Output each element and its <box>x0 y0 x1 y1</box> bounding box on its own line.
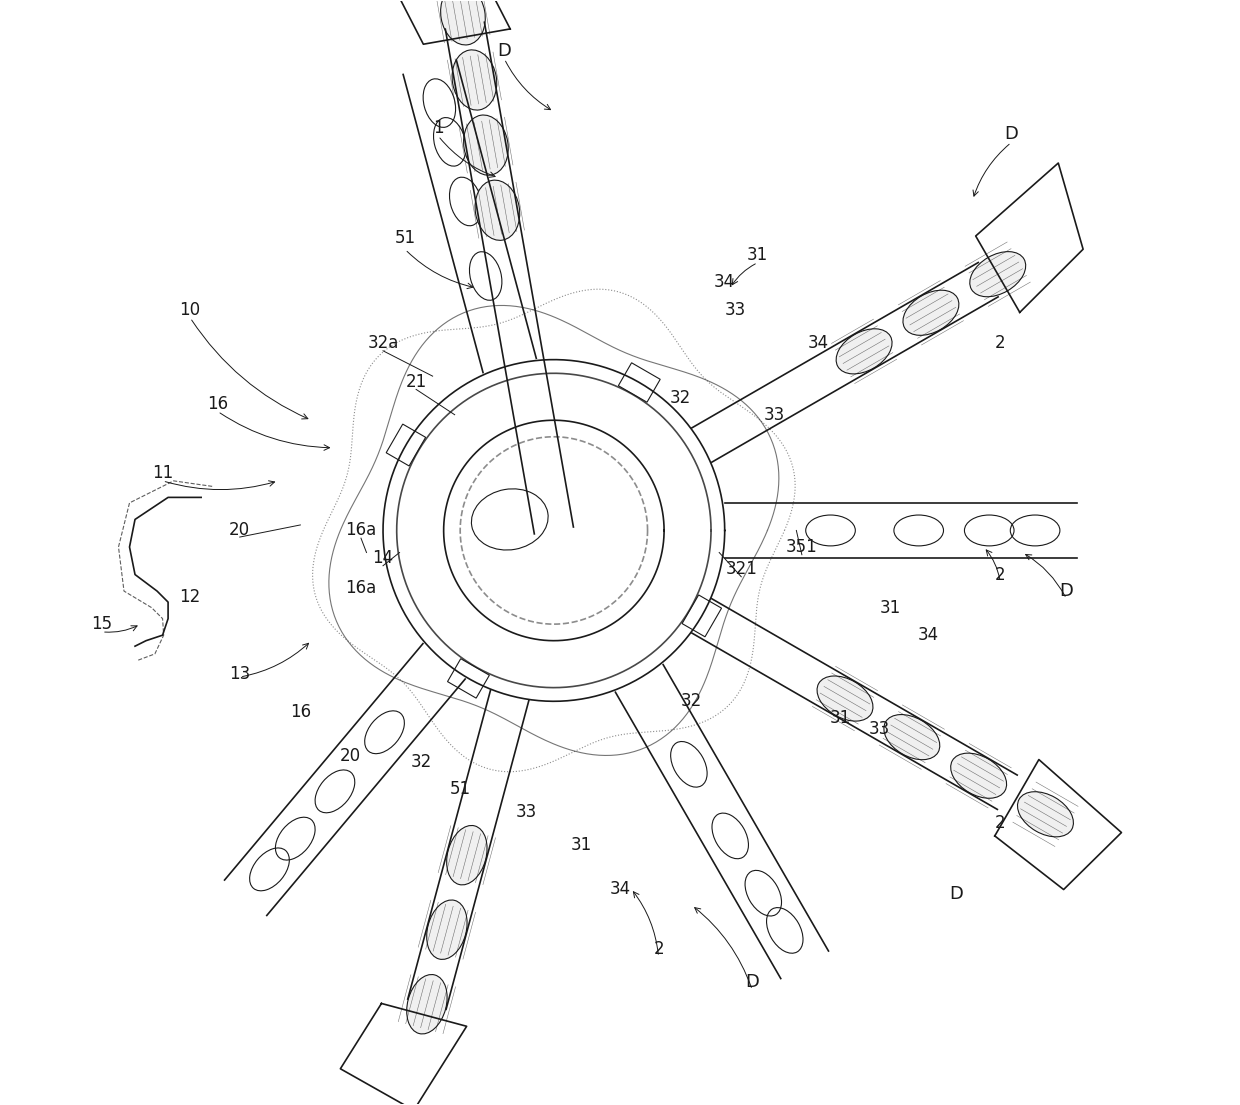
Text: 31: 31 <box>879 599 900 617</box>
Ellipse shape <box>427 899 467 959</box>
Text: 32: 32 <box>670 389 691 407</box>
Text: D: D <box>1004 125 1018 143</box>
Text: 32: 32 <box>410 753 433 771</box>
Ellipse shape <box>951 754 1007 798</box>
Text: 2: 2 <box>994 334 1006 352</box>
Text: 33: 33 <box>516 802 537 821</box>
Text: 32: 32 <box>681 693 702 711</box>
Text: 2: 2 <box>994 566 1006 583</box>
Text: 51: 51 <box>394 230 415 248</box>
Text: 1: 1 <box>433 119 444 137</box>
Ellipse shape <box>903 291 959 335</box>
Text: 31: 31 <box>570 835 591 853</box>
Text: 12: 12 <box>180 588 201 606</box>
Text: 33: 33 <box>725 301 746 319</box>
Text: 20: 20 <box>340 747 361 766</box>
Text: 34: 34 <box>714 273 735 292</box>
Bar <box>448 659 490 698</box>
Text: 31: 31 <box>748 246 769 264</box>
Text: 13: 13 <box>229 665 250 683</box>
Text: 16: 16 <box>290 703 311 722</box>
Ellipse shape <box>440 0 485 45</box>
Text: 31: 31 <box>830 708 851 727</box>
Bar <box>619 362 660 402</box>
Text: 34: 34 <box>807 334 830 352</box>
Bar <box>682 594 722 636</box>
Ellipse shape <box>970 252 1025 297</box>
Text: 16a: 16a <box>346 522 377 539</box>
Text: 33: 33 <box>868 719 889 738</box>
Text: 20: 20 <box>229 522 250 539</box>
Text: D: D <box>745 974 759 991</box>
Text: D: D <box>1059 582 1074 600</box>
Text: 21: 21 <box>405 372 427 391</box>
Text: 11: 11 <box>153 464 174 482</box>
Text: 16: 16 <box>207 394 228 412</box>
Ellipse shape <box>475 180 520 240</box>
Text: 2: 2 <box>994 813 1006 832</box>
Text: 10: 10 <box>180 301 201 319</box>
Text: 51: 51 <box>450 780 471 799</box>
Text: 34: 34 <box>918 627 939 644</box>
Text: 33: 33 <box>764 406 785 423</box>
Text: D: D <box>950 885 963 903</box>
Text: D: D <box>497 42 511 60</box>
Text: 14: 14 <box>372 549 393 567</box>
Ellipse shape <box>464 115 508 176</box>
Ellipse shape <box>884 715 940 759</box>
Text: 16a: 16a <box>346 579 377 597</box>
Text: 34: 34 <box>609 880 631 897</box>
Ellipse shape <box>817 676 873 722</box>
Text: 15: 15 <box>92 615 113 633</box>
Text: 351: 351 <box>786 538 817 556</box>
Text: 2: 2 <box>653 940 663 958</box>
Ellipse shape <box>407 975 448 1034</box>
Ellipse shape <box>446 825 487 885</box>
Ellipse shape <box>453 50 497 110</box>
Text: 321: 321 <box>725 560 758 578</box>
Ellipse shape <box>1018 791 1074 836</box>
Bar <box>386 424 425 466</box>
Ellipse shape <box>836 329 892 373</box>
Text: 32a: 32a <box>367 334 399 352</box>
